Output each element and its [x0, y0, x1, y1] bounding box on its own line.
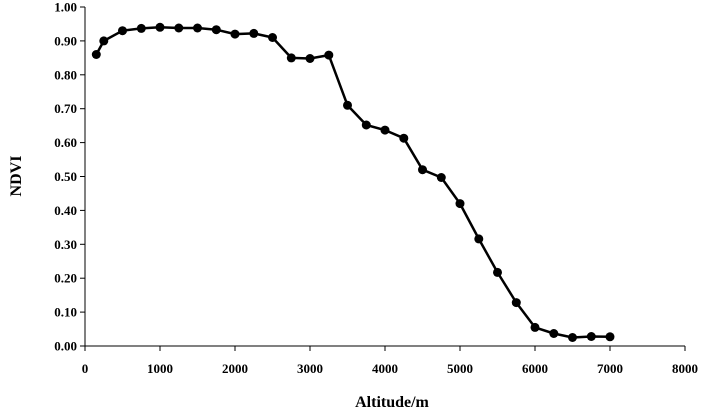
- data-point: [324, 50, 334, 60]
- data-point: [211, 25, 221, 35]
- y-tick-label: 0.30: [54, 237, 77, 252]
- data-point: [305, 54, 315, 63]
- series-layer: [91, 22, 615, 342]
- data-point: [605, 332, 615, 342]
- y-tick-label: 0.20: [54, 271, 77, 286]
- y-tick-label: 0.40: [54, 203, 77, 218]
- y-tick-label: 1.00: [54, 0, 77, 15]
- data-point: [91, 50, 101, 59]
- data-point: [343, 100, 352, 110]
- data-point: [586, 332, 596, 341]
- x-axis-title: Altitude/m: [355, 394, 429, 411]
- y-tick-label: 0.70: [54, 101, 77, 116]
- data-point: [380, 125, 390, 135]
- axes: [84, 7, 685, 347]
- data-point: [268, 33, 277, 42]
- data-point: [418, 165, 427, 175]
- x-tick-label: 8000: [672, 361, 698, 376]
- y-tick-label: 0.60: [54, 135, 77, 150]
- data-point: [361, 120, 371, 130]
- y-tick-label: 0.50: [54, 169, 77, 184]
- x-tick-label: 7000: [597, 361, 623, 376]
- data-point: [455, 199, 465, 209]
- y-tick-label: 0.80: [54, 67, 77, 82]
- data-point: [136, 23, 146, 33]
- x-tick-label: 1000: [147, 361, 173, 376]
- data-point: [474, 234, 484, 244]
- data-point: [493, 267, 502, 277]
- x-tick-label: 0: [82, 361, 89, 376]
- data-point: [230, 29, 240, 39]
- y-tick-label: 0.00: [54, 339, 77, 354]
- x-tick-label: 2000: [222, 361, 248, 376]
- data-point: [286, 53, 296, 63]
- x-ticks: 0 1000 2000 3000 4000 5000 6000 7000 8000: [82, 346, 698, 376]
- x-tick-label: 4000: [372, 361, 398, 376]
- data-point: [99, 36, 109, 46]
- x-tick-label: 6000: [522, 361, 548, 376]
- y-tick-label: 0.10: [54, 305, 77, 320]
- y-ticks: 0.00 0.10 0.20 0.30 0.40 0.50 0.60 0.70 0.80 0.90…: [54, 0, 85, 354]
- data-point: [193, 23, 202, 33]
- data-point: [249, 28, 259, 38]
- data-point: [399, 133, 409, 143]
- x-tick-label: 5000: [447, 361, 473, 376]
- data-point: [436, 173, 446, 182]
- data-point: [549, 329, 559, 338]
- y-axis-title: NDVI: [8, 156, 25, 197]
- data-point: [174, 23, 184, 33]
- data-point: [155, 22, 165, 32]
- y-tick-label: 0.90: [54, 33, 77, 48]
- data-point: [530, 322, 540, 332]
- data-point: [118, 26, 127, 36]
- data-point: [568, 333, 577, 342]
- x-tick-label: 3000: [297, 361, 323, 376]
- data-point: [511, 298, 521, 308]
- series-line: [95, 26, 611, 339]
